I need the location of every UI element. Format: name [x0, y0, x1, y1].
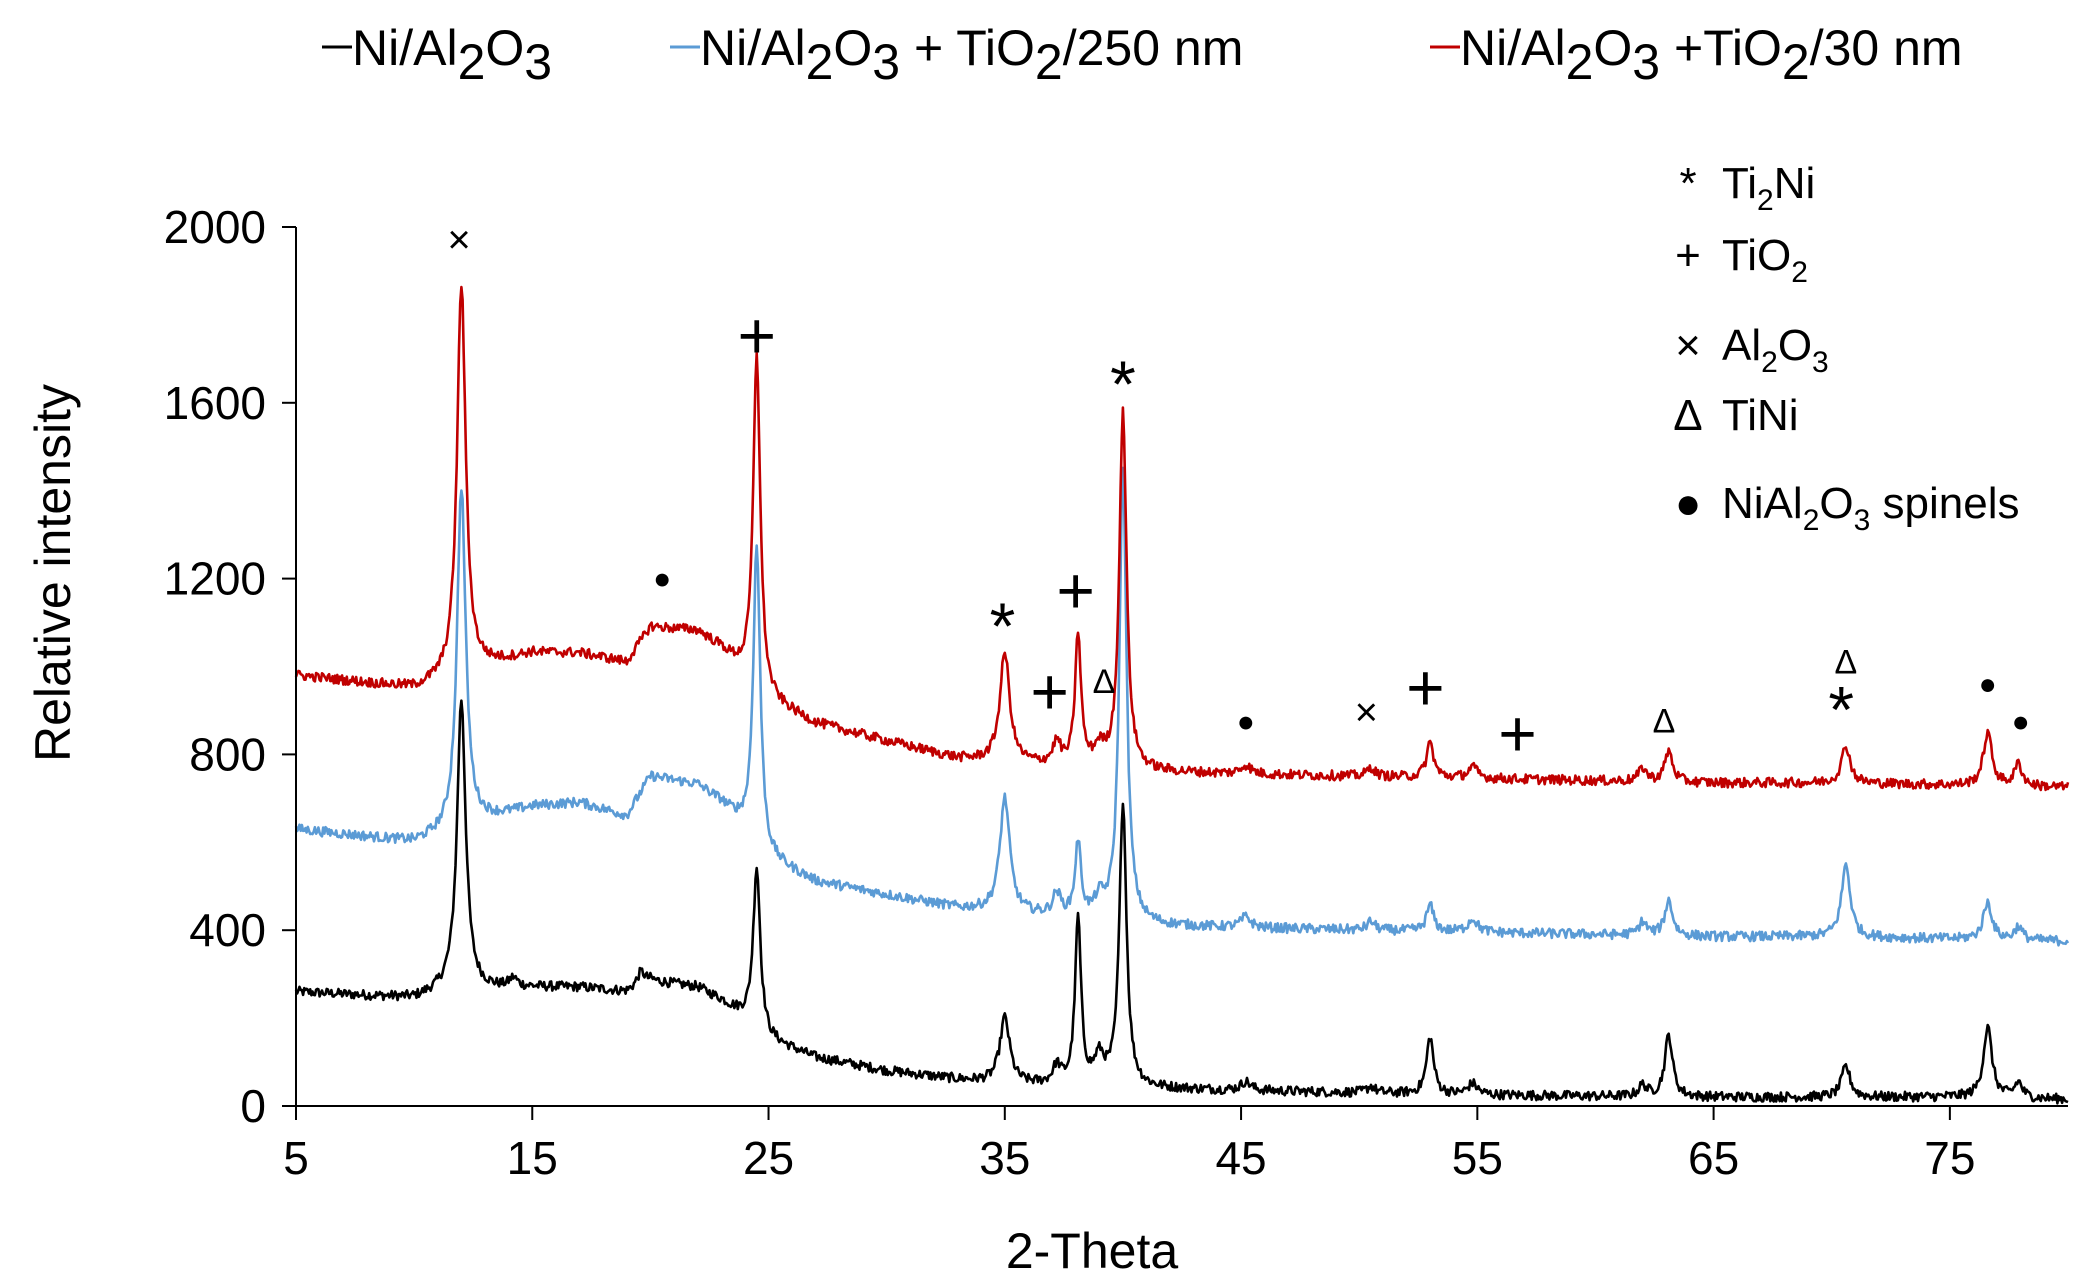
legend-label-0: Ni/Al2O3	[352, 20, 552, 90]
x-tick-label: 15	[507, 1132, 558, 1184]
legend-label-part: O	[1593, 20, 1632, 76]
peak-marker: *	[990, 589, 1016, 663]
phase-key-label-part: Ni	[1774, 159, 1816, 208]
peak-marker: ●	[2012, 706, 2030, 739]
y-axis-title: Relative intensity	[25, 384, 81, 762]
x-tick-label: 25	[743, 1132, 794, 1184]
phase-key-label-part: 3	[1812, 346, 1829, 379]
peak-annotations: ×+●*++Δ*● × ++ ΔΔ* ●●	[447, 218, 2029, 771]
legend: Ni/Al2O3 Ni/Al2O3 + TiO2/250 nm Ni/Al2O3 +…	[322, 20, 1963, 90]
peak-marker: +	[1406, 650, 1445, 724]
x-tick-label: 65	[1688, 1132, 1739, 1184]
legend-label-part: Ni/Al	[352, 20, 458, 76]
peak-marker: +	[1498, 696, 1537, 770]
phase-key-symbol: *	[1679, 159, 1696, 208]
plot-area	[294, 285, 2070, 1105]
phase-key-label-part: O	[1819, 479, 1853, 528]
phase-key-label: TiO2	[1722, 231, 1808, 289]
legend-label-part: /30 nm	[1810, 20, 1963, 76]
phase-key-symbol: ●	[1675, 479, 1702, 528]
y-tick-label: 2000	[164, 201, 266, 253]
legend-label-2: Ni/Al2O3 +TiO2/30 nm	[1460, 20, 1963, 90]
legend-label-part: 2	[1782, 34, 1810, 90]
phase-key-label: Al2O3	[1722, 321, 1829, 379]
peak-marker: ●	[1237, 706, 1255, 739]
peak-marker: Δ	[1093, 663, 1116, 701]
phase-key-label: NiAl2O3 spinels	[1722, 479, 2019, 537]
legend-label-part: O	[485, 20, 524, 76]
peak-marker: ×	[1355, 690, 1378, 734]
axes: 0 400 800 1200 1600 2000 5 15 25 35 45 55 65 75	[164, 201, 2068, 1184]
y-tick-label: 1200	[164, 553, 266, 605]
legend-label-part: O	[833, 20, 872, 76]
y-tick-label: 1600	[164, 377, 266, 429]
phase-key-label-part: Ti	[1722, 159, 1757, 208]
x-tick-label: 45	[1215, 1132, 1266, 1184]
x-tick-label: 35	[979, 1132, 1030, 1184]
series-line-0	[294, 699, 2069, 1105]
phase-key-label-part: 2	[1757, 184, 1774, 217]
legend-label-part: +TiO	[1660, 20, 1782, 76]
y-tick-label: 400	[189, 904, 266, 956]
phase-key-symbol: Δ	[1673, 391, 1702, 440]
phase-key-label-part: 2	[1803, 504, 1820, 537]
peak-marker: +	[1056, 554, 1095, 628]
legend-label-part: /250 nm	[1063, 20, 1244, 76]
phase-key-symbol: +	[1675, 231, 1701, 280]
series-line-2	[294, 285, 2070, 792]
phase-key-label-part: 2	[1761, 346, 1778, 379]
phase-key-label-part: TiNi	[1722, 391, 1799, 440]
phase-key-label: TiNi	[1722, 391, 1799, 440]
legend-label-part: Ni/Al	[700, 20, 806, 76]
peak-marker: *	[1828, 672, 1854, 746]
peak-marker: *	[1110, 347, 1136, 421]
x-tick-label: 55	[1452, 1132, 1503, 1184]
legend-label-part: Ni/Al	[1460, 20, 1566, 76]
y-tick-label: 800	[189, 728, 266, 780]
x-axis-title: 2-Theta	[1006, 1223, 1179, 1279]
y-tick-label: 0	[240, 1080, 266, 1132]
phase-key-label-part: spinels	[1870, 479, 2019, 528]
peak-marker: ×	[447, 218, 470, 262]
phase-key-label-part: O	[1778, 321, 1812, 370]
phase-key-label-part: TiO	[1722, 231, 1791, 280]
legend-label-1: Ni/Al2O3 + TiO2/250 nm	[700, 20, 1243, 90]
peak-marker: +	[737, 299, 776, 373]
phase-key-label-part: 3	[1854, 504, 1871, 537]
peak-marker: +	[1030, 655, 1069, 729]
series-line-1	[294, 466, 2070, 947]
legend-label-part: 2	[1035, 34, 1063, 90]
x-tick-label: 75	[1924, 1132, 1975, 1184]
legend-label-part: + TiO	[900, 20, 1035, 76]
legend-label-part: 2	[1566, 34, 1594, 90]
phase-key-label: Ti2Ni	[1722, 159, 1815, 217]
legend-label-part: 3	[524, 34, 552, 90]
peak-marker: Δ	[1835, 643, 1858, 681]
peak-marker: ●	[1979, 668, 1997, 701]
peak-marker: ●	[653, 563, 671, 596]
phase-key-label-part: NiAl	[1722, 479, 1803, 528]
x-tick-label: 5	[283, 1132, 309, 1184]
peak-marker: Δ	[1653, 703, 1676, 741]
legend-label-part: 2	[806, 34, 834, 90]
legend-label-part: 2	[458, 34, 486, 90]
legend-label-part: 3	[1632, 34, 1660, 90]
phase-key-label-part: 2	[1791, 256, 1808, 289]
phase-key-symbol: ×	[1675, 321, 1701, 370]
legend-label-part: 3	[872, 34, 900, 90]
phase-key-label-part: Al	[1722, 321, 1761, 370]
